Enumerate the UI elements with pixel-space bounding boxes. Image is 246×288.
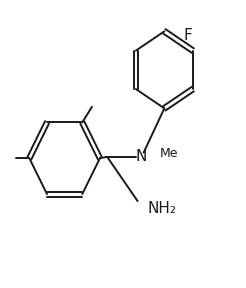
Text: N: N [136, 149, 147, 164]
Text: Me: Me [159, 147, 178, 160]
Text: NH₂: NH₂ [147, 201, 176, 216]
Text: F: F [184, 29, 192, 43]
